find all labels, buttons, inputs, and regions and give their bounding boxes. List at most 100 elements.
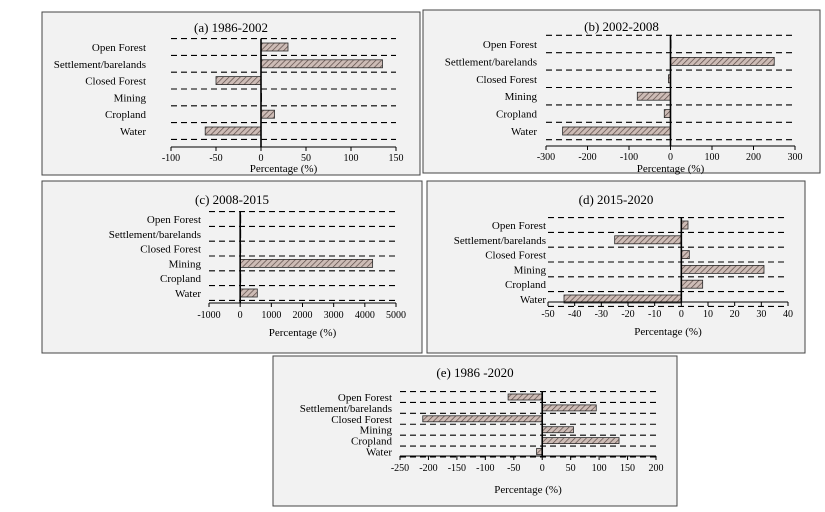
bar-cropland [663, 109, 671, 118]
bar-open-forest [680, 220, 689, 230]
bar-mining [541, 426, 574, 434]
category-label-water: Water [366, 447, 392, 459]
x-tick-label: -1000 [197, 310, 220, 321]
x-tick-label: 5000 [386, 310, 406, 321]
category-label-open-forest: Open Forest [492, 220, 546, 232]
x-tick-label: -100 [620, 152, 638, 163]
x-tick-label: 50 [566, 463, 576, 474]
category-label-water: Water [175, 288, 201, 300]
bar-settlement-barelands [260, 59, 383, 69]
bar-closed-forest [215, 76, 262, 85]
category-label-cropland: Cropland [505, 279, 546, 291]
x-tick-label: 100 [344, 153, 359, 164]
bar-mining [239, 258, 374, 268]
category-label-open-forest: Open Forest [483, 39, 537, 51]
bar-water [239, 288, 258, 298]
x-tick-label: 1000 [261, 310, 281, 321]
chart-panel-5: (e) 1986 -2020 Open ForestSettlement/bare… [272, 355, 678, 507]
bar-mining [680, 264, 765, 274]
x-tick-label: -150 [448, 463, 466, 474]
category-label-mining: Mining [505, 91, 538, 103]
x-tick-label: 0 [259, 153, 264, 164]
category-label-cropland: Cropland [105, 109, 146, 121]
bar-mining [636, 91, 671, 101]
category-label-settlement-barelands: Settlement/barelands [300, 403, 392, 415]
x-tick-label: 30 [756, 309, 766, 320]
x-tick-label: 0 [540, 463, 545, 474]
category-label-closed-forest: Closed Forest [331, 414, 392, 426]
category-label-mining: Mining [360, 425, 393, 437]
bar-settlement-barelands [541, 404, 597, 412]
chart-title: (e) 1986 -2020 [436, 365, 513, 380]
x-axis-label: Percentage (%) [494, 484, 562, 496]
category-label-mining: Mining [514, 264, 547, 276]
category-label-open-forest: Open Forest [147, 214, 201, 226]
x-tick-label: -10 [648, 309, 661, 320]
x-tick-label: -50 [541, 309, 554, 320]
x-tick-label: 3000 [324, 310, 344, 321]
category-label-settlement-barelands: Settlement/barelands [109, 229, 201, 241]
x-tick-label: -50 [507, 463, 520, 474]
category-label-cropland: Cropland [496, 109, 537, 121]
bar-cropland [260, 109, 275, 119]
x-tick-label: -200 [419, 463, 437, 474]
chart-panel-3: (c) 2008-2015 Open Forest Settlement/barel… [41, 180, 423, 354]
x-tick-label: 200 [746, 152, 761, 163]
category-label-open-forest: Open Forest [92, 42, 146, 54]
category-label-closed-forest: Closed Forest [85, 76, 146, 88]
x-axis-label: Percentage (%) [637, 163, 705, 175]
category-label-water: Water [520, 294, 546, 306]
chart-title: (b) 2002-2008 [584, 19, 659, 34]
x-tick-label: 100 [705, 152, 720, 163]
x-tick-label: -300 [537, 152, 555, 163]
category-label-settlement-barelands: Settlement/barelands [445, 56, 537, 68]
x-axis-label: Percentage (%) [634, 326, 702, 338]
chart-panel-2: (b) 2002-2008 Open Forest Settlement/barel… [422, 9, 821, 175]
category-label-closed-forest: Closed Forest [485, 250, 546, 262]
bar-open-forest [260, 42, 289, 52]
x-tick-label: 200 [649, 463, 664, 474]
panel-frame [41, 11, 421, 176]
bar-water [204, 126, 262, 136]
category-label-cropland: Cropland [160, 273, 201, 285]
x-tick-label: -200 [578, 152, 596, 163]
category-label-water: Water [120, 126, 146, 138]
chart-title: (c) 2008-2015 [195, 192, 269, 207]
x-axis-label: Percentage (%) [250, 163, 318, 175]
chart-title: (d) 2015-2020 [579, 192, 654, 207]
x-tick-label: 40 [783, 309, 793, 320]
x-tick-label: 2000 [293, 310, 313, 321]
bar-settlement-barelands [614, 235, 682, 245]
x-tick-label: -20 [621, 309, 634, 320]
x-tick-label: -100 [476, 463, 494, 474]
x-tick-label: 300 [788, 152, 803, 163]
bar-open-forest [507, 393, 543, 401]
x-tick-label: 0 [238, 310, 243, 321]
x-tick-label: -30 [595, 309, 608, 320]
panel-frame [272, 355, 678, 507]
x-tick-label: 10 [703, 309, 713, 320]
chart-panel-4: (d) 2015-2020 Open Forest Settlement/barel… [426, 180, 806, 354]
x-tick-label: 0 [679, 309, 684, 320]
x-tick-label: -100 [162, 153, 180, 164]
x-tick-label: 100 [592, 463, 607, 474]
x-tick-label: 0 [668, 152, 673, 163]
category-label-closed-forest: Closed Forest [476, 74, 537, 86]
category-label-mining: Mining [169, 258, 202, 270]
bar-closed-forest [422, 415, 543, 423]
category-label-water: Water [511, 126, 537, 138]
category-label-cropland: Cropland [351, 436, 392, 448]
category-label-closed-forest: Closed Forest [140, 244, 201, 256]
x-tick-label: 150 [620, 463, 635, 474]
category-label-mining: Mining [114, 92, 147, 104]
x-tick-label: -40 [568, 309, 581, 320]
x-tick-label: 4000 [355, 310, 375, 321]
category-label-open-forest: Open Forest [338, 392, 392, 404]
x-tick-label: 150 [389, 153, 404, 164]
x-axis-label: Percentage (%) [269, 327, 337, 339]
x-tick-label: -250 [391, 463, 409, 474]
panel-frame [422, 9, 821, 174]
chart-title: (a) 1986-2002 [194, 20, 268, 35]
category-label-settlement-barelands: Settlement/barelands [54, 59, 146, 71]
